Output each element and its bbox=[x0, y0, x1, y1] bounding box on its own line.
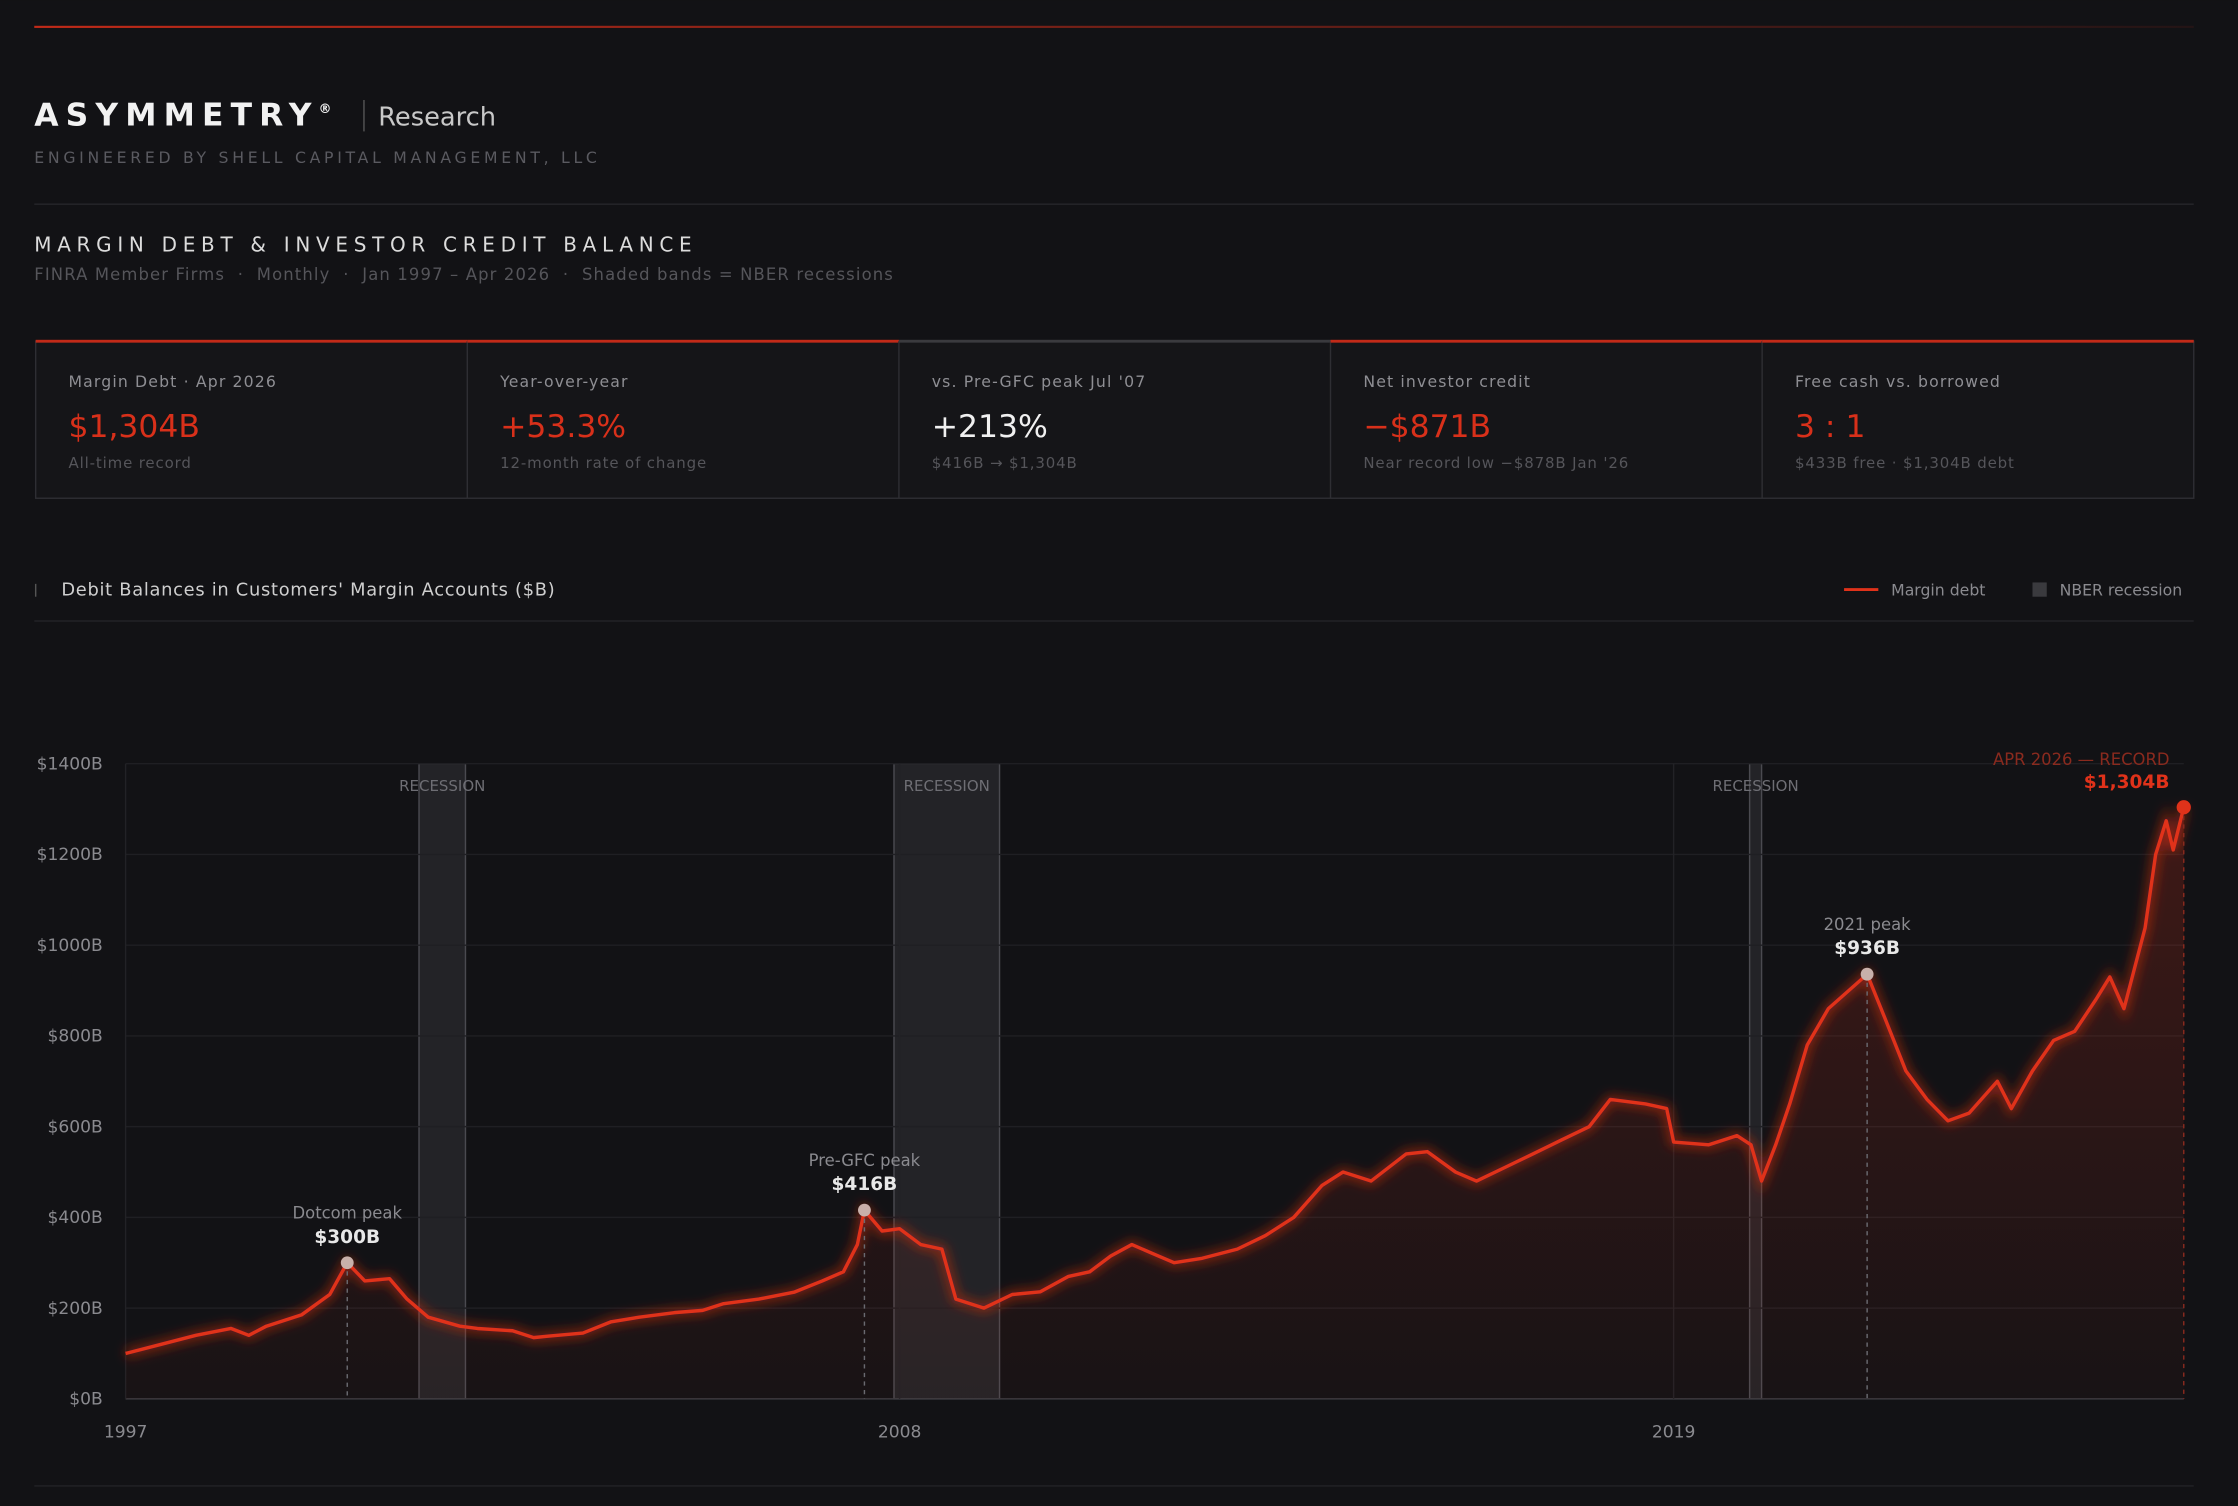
y-tick-label: $200B bbox=[47, 1299, 102, 1319]
card-value: −$871B bbox=[1363, 409, 1491, 445]
tagline: ENGINEERED BY SHELL CAPITAL MANAGEMENT, … bbox=[34, 148, 600, 167]
card-value: +53.3% bbox=[500, 409, 626, 445]
card-label: vs. Pre-GFC peak Jul '07 bbox=[932, 372, 1147, 391]
card-note: Near record low −$878B Jan '26 bbox=[1363, 454, 1629, 472]
record-label: APR 2026 — RECORD bbox=[1993, 750, 2169, 769]
x-tick-label: 1997 bbox=[104, 1422, 148, 1442]
record-dot bbox=[2176, 800, 2191, 815]
y-tick-label: $1000B bbox=[37, 936, 103, 956]
y-tick-label: $1400B bbox=[37, 754, 103, 774]
card-note: $416B → $1,304B bbox=[932, 454, 1078, 472]
page-title: MARGIN DEBT & INVESTOR CREDIT BALANCE bbox=[34, 232, 697, 256]
y-tick-label: $1200B bbox=[37, 845, 103, 865]
card-accent bbox=[898, 339, 1331, 343]
legend-swatch-band bbox=[2032, 582, 2047, 597]
card-label: Free cash vs. borrowed bbox=[1795, 372, 2001, 391]
recession-label: RECESSION bbox=[1713, 777, 1799, 795]
recession-band bbox=[418, 762, 467, 1400]
y-tick-label: $400B bbox=[47, 1208, 102, 1228]
brand-sub: Research bbox=[378, 103, 496, 133]
card-note: 12-month rate of change bbox=[500, 454, 707, 472]
stat-cards: Margin Debt · Apr 2026 $1,304B All-time re… bbox=[34, 339, 2195, 499]
y-tick-label: $800B bbox=[47, 1027, 102, 1047]
chart: RECESSION RECESSION RECESSION $0B $200B $400B… bbox=[37, 750, 2191, 1442]
area-fill bbox=[125, 807, 2184, 1399]
card-value: $1,304B bbox=[69, 409, 200, 445]
annotation-value: $936B bbox=[1834, 938, 1900, 959]
card-label: Year-over-year bbox=[499, 372, 629, 391]
y-tick-label: $0B bbox=[69, 1390, 103, 1410]
legend-label: NBER recession bbox=[2060, 580, 2183, 599]
annotation-label: Dotcom peak bbox=[293, 1204, 403, 1223]
card-accent bbox=[1330, 339, 1763, 343]
legend-label: Margin debt bbox=[1891, 580, 1985, 599]
annotation-value: $416B bbox=[832, 1174, 898, 1195]
card-label: Margin Debt · Apr 2026 bbox=[69, 372, 278, 391]
brand: ASYMMETRY® bbox=[34, 98, 338, 134]
annotation-dot bbox=[858, 1203, 871, 1217]
card-label: Net investor credit bbox=[1363, 372, 1531, 391]
top-rule bbox=[34, 25, 2194, 28]
annotation-label: Pre-GFC peak bbox=[809, 1151, 921, 1170]
annotation-dot bbox=[340, 1256, 354, 1270]
x-tick-label: 2008 bbox=[878, 1422, 922, 1442]
annotation-value: $300B bbox=[314, 1227, 380, 1248]
y-tick-label: $600B bbox=[47, 1117, 102, 1137]
card-value: +213% bbox=[932, 409, 1048, 445]
recession-label: RECESSION bbox=[399, 777, 485, 795]
card-accent bbox=[467, 339, 899, 343]
card-accent bbox=[1762, 339, 2194, 343]
x-tick-label: 2019 bbox=[1652, 1422, 1696, 1442]
card-value: 3 : 1 bbox=[1795, 409, 1865, 445]
card-note: $433B free · $1,304B debt bbox=[1795, 454, 2015, 472]
recession-label: RECESSION bbox=[904, 777, 990, 795]
card-accent bbox=[35, 339, 468, 343]
card-note: All-time record bbox=[69, 454, 192, 472]
page-subtitle: FINRA Member Firms · Monthly · Jan 1997 … bbox=[34, 265, 894, 284]
record-value: $1,304B bbox=[2084, 772, 2170, 793]
annotation-dot bbox=[1860, 967, 1874, 981]
annotation-label: 2021 peak bbox=[1824, 915, 1912, 934]
brand-name: ASYMMETRY bbox=[34, 98, 318, 134]
chart-title: Debit Balances in Customers' Margin Acco… bbox=[61, 579, 555, 600]
line bbox=[125, 806, 2186, 1356]
brand-mark: ® bbox=[319, 102, 339, 117]
cards-frame bbox=[34, 340, 2195, 499]
